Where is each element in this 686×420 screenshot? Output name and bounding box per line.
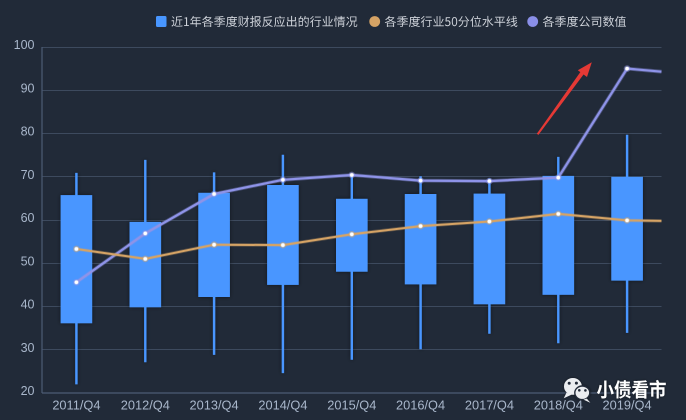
svg-text:80: 80 bbox=[21, 125, 35, 139]
svg-text:20: 20 bbox=[21, 384, 35, 398]
svg-text:30: 30 bbox=[21, 341, 35, 355]
svg-text:70: 70 bbox=[21, 168, 35, 182]
svg-text:40: 40 bbox=[21, 298, 35, 312]
svg-text:2011/Q4: 2011/Q4 bbox=[52, 398, 100, 413]
svg-text:2014/Q4: 2014/Q4 bbox=[258, 398, 307, 413]
svg-text:2013/Q4: 2013/Q4 bbox=[190, 398, 239, 413]
svg-text:50: 50 bbox=[21, 254, 35, 268]
svg-text:2015/Q4: 2015/Q4 bbox=[327, 398, 376, 413]
svg-text:60: 60 bbox=[21, 211, 35, 225]
svg-text:2016/Q4: 2016/Q4 bbox=[396, 398, 445, 413]
svg-text:90: 90 bbox=[21, 82, 35, 96]
svg-text:2017/Q4: 2017/Q4 bbox=[465, 398, 514, 413]
svg-text:2012/Q4: 2012/Q4 bbox=[121, 398, 170, 413]
svg-text:2018/Q4: 2018/Q4 bbox=[534, 398, 583, 413]
svg-text:2019/Q4: 2019/Q4 bbox=[603, 398, 652, 413]
svg-text:100: 100 bbox=[14, 38, 35, 52]
